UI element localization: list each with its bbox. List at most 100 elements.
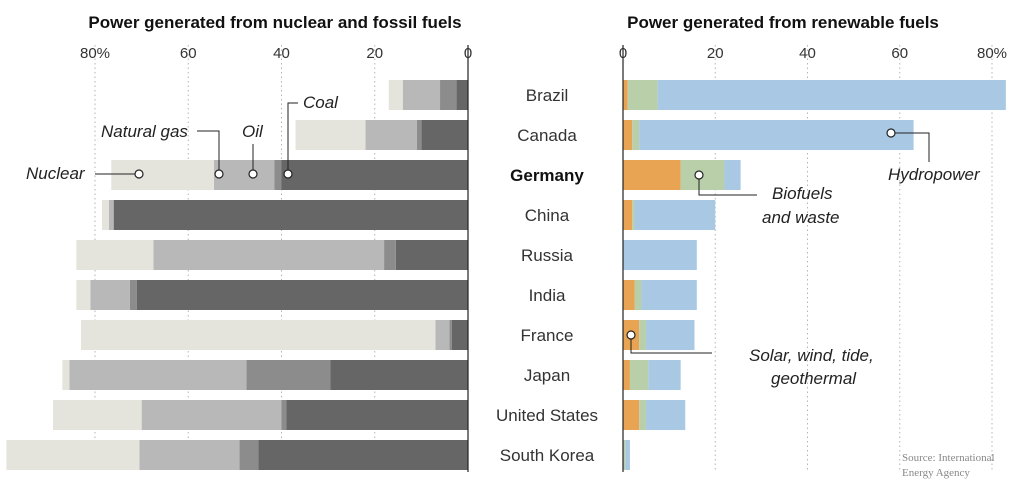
annotation-biofuels: Biofuels and waste	[694, 170, 840, 227]
bar-solar-wind-tide-geothermal-canada	[623, 120, 633, 150]
left-tick-label: 20	[366, 45, 383, 62]
bar-hydropower-south-korea	[625, 440, 630, 470]
bar-oil-india	[129, 280, 137, 310]
right-tick-label: 60	[891, 45, 908, 62]
bar-oil-france	[449, 320, 452, 350]
bar-biofuels-and-waste-brazil	[627, 80, 658, 110]
bar-hydropower-india	[641, 280, 697, 310]
bar-nuclear-canada	[295, 120, 366, 150]
bar-biofuels-and-waste-india	[634, 280, 642, 310]
bar-coal-china	[113, 200, 469, 230]
bar-solar-wind-tide-geothermal-japan	[623, 360, 630, 390]
natural-gas-marker-icon	[214, 169, 224, 179]
left-axis-ticks: 80%6040200	[80, 45, 472, 62]
oil-marker-icon	[248, 169, 258, 179]
bar-solar-wind-tide-geothermal-united-states	[623, 400, 640, 430]
annotation-hydropower-label: Hydropower	[888, 165, 981, 184]
bar-hydropower-united-states	[646, 400, 686, 430]
bar-oil-south-korea	[239, 440, 259, 470]
bar-hydropower-germany	[724, 160, 741, 190]
bar-natural-gas-canada	[365, 120, 417, 150]
country-label-south-korea: South Korea	[500, 446, 595, 465]
annotation-natural-gas-label: Natural gas	[101, 122, 188, 141]
bar-biofuels-and-waste-south-korea	[623, 440, 626, 470]
right-chart-title: Power generated from renewable fuels	[627, 13, 939, 32]
bar-nuclear-japan	[62, 360, 70, 390]
country-label-japan: Japan	[524, 366, 570, 385]
bar-solar-wind-tide-geothermal-china	[623, 200, 633, 230]
left-chart-title: Power generated from nuclear and fossil …	[88, 13, 461, 32]
bar-hydropower-japan	[648, 360, 681, 390]
bar-biofuels-and-waste-china	[632, 200, 635, 230]
annotation-hydropower: Hydropower	[886, 128, 981, 184]
country-label-germany: Germany	[510, 166, 584, 185]
bar-coal-india	[136, 280, 468, 310]
bar-hydropower-china	[634, 200, 716, 230]
source-line-2: Energy Agency	[902, 467, 970, 479]
annotation-coal-label: Coal	[303, 93, 339, 112]
right-bars	[623, 80, 1006, 470]
bar-natural-gas-russia	[153, 240, 385, 270]
bar-nuclear-brazil	[388, 80, 403, 110]
bar-nuclear-russia	[76, 240, 154, 270]
annotation-coal: Coal	[283, 93, 339, 179]
source-line-1: Source: International	[902, 452, 995, 464]
bar-nuclear-france	[81, 320, 436, 350]
bar-nuclear-india	[76, 280, 91, 310]
bar-nuclear-united-states	[53, 400, 142, 430]
bar-biofuels-and-waste-japan	[629, 360, 649, 390]
bar-coal-germany	[281, 160, 468, 190]
annotation-natural-gas: Natural gas	[101, 122, 224, 179]
bar-natural-gas-india	[90, 280, 130, 310]
annotation-oil-label: Oil	[242, 122, 264, 141]
left-tick-label: 80%	[80, 45, 110, 62]
bar-biofuels-and-waste-united-states	[639, 400, 647, 430]
bar-coal-canada	[421, 120, 468, 150]
country-label-india: India	[529, 286, 566, 305]
country-label-france: France	[521, 326, 574, 345]
solar-marker-icon	[626, 330, 636, 340]
bar-oil-japan	[246, 360, 331, 390]
bar-coal-russia	[395, 240, 468, 270]
annotation-nuclear-label: Nuclear	[26, 164, 86, 183]
bar-nuclear-china	[101, 200, 109, 230]
left-bars	[6, 80, 469, 470]
bar-solar-wind-tide-geothermal-india	[623, 280, 635, 310]
right-tick-label: 80%	[977, 45, 1007, 62]
bar-natural-gas-china	[108, 200, 114, 230]
bar-oil-russia	[384, 240, 396, 270]
bar-nuclear-germany	[111, 160, 214, 190]
bar-biofuels-and-waste-canada	[632, 120, 640, 150]
bar-hydropower-canada	[639, 120, 914, 150]
bar-natural-gas-united-states	[141, 400, 282, 430]
bar-hydropower-russia	[623, 240, 697, 270]
country-label-china: China	[525, 206, 570, 225]
coal-marker-icon	[283, 169, 293, 179]
bar-nuclear-south-korea	[6, 440, 140, 470]
bar-natural-gas-france	[435, 320, 450, 350]
bar-hydropower-brazil	[657, 80, 1006, 110]
bar-biofuels-and-waste-france	[639, 320, 647, 350]
bar-coal-japan	[330, 360, 468, 390]
bar-natural-gas-brazil	[402, 80, 441, 110]
annotation-solar: Solar, wind, tide, geothermal	[626, 330, 874, 388]
annotation-solar-label-2: geothermal	[771, 369, 857, 388]
left-tick-label: 40	[273, 45, 290, 62]
right-tick-label: 20	[707, 45, 724, 62]
country-label-united-states: United States	[496, 406, 598, 425]
bar-coal-france	[451, 320, 468, 350]
bar-oil-united-states	[281, 400, 287, 430]
country-label-brazil: Brazil	[526, 86, 569, 105]
right-gridlines	[714, 45, 993, 472]
country-label-canada: Canada	[517, 126, 577, 145]
bar-oil-germany	[274, 160, 282, 190]
bar-oil-brazil	[440, 80, 457, 110]
country-labels: Brazil Canada Germany China Russia India Franc…	[496, 86, 598, 465]
annotation-biofuels-label-2: and waste	[762, 208, 840, 227]
nuclear-marker-icon	[134, 169, 144, 179]
right-tick-label: 40	[799, 45, 816, 62]
bar-solar-wind-tide-geothermal-brazil	[623, 80, 628, 110]
annotation-solar-label-1: Solar, wind, tide,	[749, 346, 874, 365]
